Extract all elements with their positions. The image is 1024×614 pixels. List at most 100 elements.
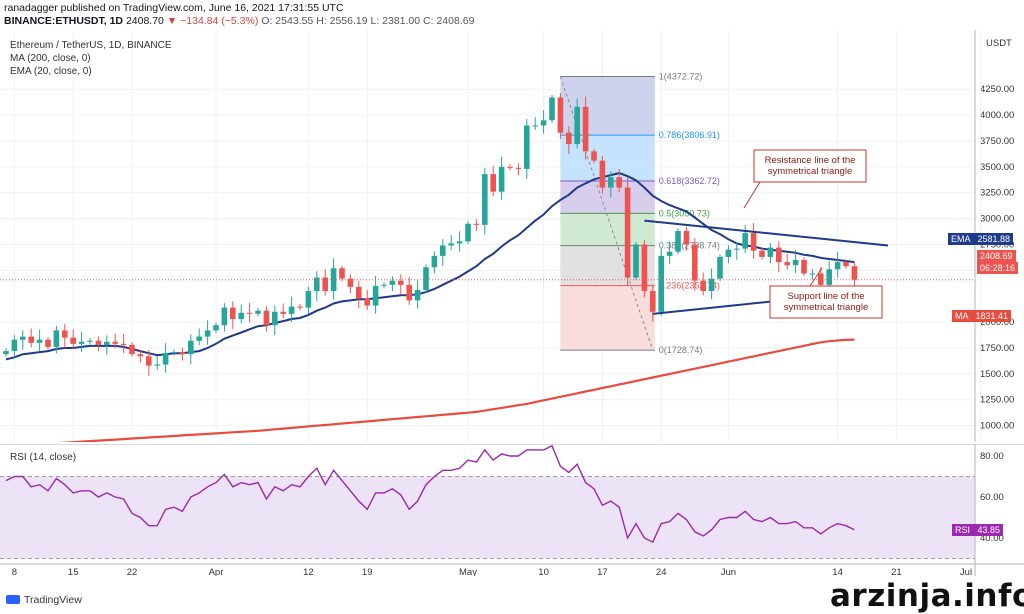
candle-body [3,351,9,355]
candle-body [280,311,286,314]
candle-body [440,245,446,256]
candle-body [750,233,757,251]
candle-body [616,177,622,188]
tradingview-logo[interactable]: TradingView [6,594,82,606]
tradingview-brand: TradingView [24,594,82,606]
candle-body [809,273,816,275]
ema-tag-value: 2581.88 [977,234,1011,244]
candle-body [532,125,538,127]
candle-body [633,244,639,278]
price-tick-label: 2000.00 [980,317,1014,328]
candle-body [557,97,564,133]
footer [0,588,1024,612]
rsi-band [0,476,975,559]
support-callout-pointer [809,267,823,287]
candle-body [767,247,774,257]
candle-body [792,260,799,266]
candle-body [650,291,656,312]
candle-body [456,241,463,244]
rsi-tag: RSI 43.85 [952,524,1004,536]
rsi-line [5,444,855,544]
candle-body [230,307,236,319]
publisher-line: ranadagger published on TradingView.com,… [4,2,344,14]
candle-body [608,177,614,188]
candle-body [20,336,26,340]
candle-body [414,290,421,301]
ma-legend[interactable]: MA (200, close, 0) [10,53,91,64]
candle-body [515,167,522,169]
price-chart[interactable]: 4250.00 4000.00 3750.00 3500.00 3250.00 3000.… [0,30,1024,442]
candle-body [524,125,530,169]
candle-body [851,266,858,280]
candle-body [263,310,270,326]
rsi-chart[interactable]: 80.00 60.00 40.00 8 15 22 Apr 12 19 May 10 17 24 Jun 1… [0,444,1024,576]
ema-legend[interactable]: EMA (20, close, 0) [10,66,92,77]
date-tick-label: Apr [209,567,224,576]
price-change: ▼ −134.84 (−5.3%) [166,15,259,27]
candle-body [129,344,135,355]
date-tick-label: 10 [538,567,549,576]
candle-body [717,256,723,279]
rsi-legend[interactable]: RSI (14, close) [10,452,77,463]
candle-body [45,339,51,347]
price-tick-label: 4000.00 [980,110,1014,121]
resistance-callout-text: symmetrical triangle [768,166,852,177]
candle-body [179,352,186,355]
fib-level-label: 1(4372.72) [659,72,703,82]
open-price: 2408.70 [125,15,164,27]
ma-tag-value: 1831.41 [975,311,1009,321]
candle-body [692,244,698,281]
fib-level-label: 0.382(2738.74) [659,241,720,251]
ema-tag-label: EMA [951,234,971,244]
candle-body [423,267,429,291]
candle-body [834,262,841,270]
candle-body [448,243,454,246]
candle-body [498,166,505,192]
date-tick-label: 22 [127,567,138,576]
candle-body [776,247,782,263]
symbol[interactable]: BINANCE:ETHUSDT, 1D [4,15,124,27]
fib-level-label: 0.236(2352.74) [659,281,720,291]
ma-tag-label: MA [955,311,969,321]
date-tick-label: 21 [891,567,902,576]
candle-body [818,273,824,285]
candle-body [87,340,93,342]
candle-body [288,306,295,314]
candle-body [473,223,480,225]
candle-body [801,260,807,274]
candle-body [582,106,589,152]
date-tick-label: 24 [656,567,667,576]
symbol-line: BINANCE:ETHUSDT, 1D 2408.70 ▼ −134.84 (−… [4,15,474,27]
rsi-tick-label: 80.00 [980,451,1004,462]
fib-level-label: 0.5(3050.73) [659,208,710,218]
candle-body [784,262,790,266]
plot-background [0,30,975,442]
candle-body [162,353,169,365]
candle-body [591,151,597,161]
date-tick-label: 19 [362,567,373,576]
resistance-callout-text: Resistance line of the [765,155,856,166]
candle-body [314,277,320,292]
candle-body [272,311,278,326]
price-tick-label: 3250.00 [980,188,1014,199]
date-tick-label: Jun [721,567,736,576]
candle-body [137,354,144,357]
candle-body [339,268,345,279]
candle-body [666,251,673,256]
candle-body [708,278,715,292]
support-callout-text: Support line of the [787,291,864,302]
candle-body [641,244,648,292]
fib-level-label: 0(1728.74) [659,345,703,355]
ema20-line [5,172,855,361]
price-tick-label: 3500.00 [980,162,1014,173]
date-tick-label: 17 [597,567,608,576]
rsi-tag-label: RSI [955,525,971,535]
rsi-tick-label: 60.00 [980,492,1004,503]
candle-body [826,269,832,285]
support-callout-text: symmetrical triangle [784,302,868,313]
fib-level-label: 0.618(3362.72) [659,176,720,186]
candle-body [599,160,606,188]
price-tick-label: 1250.00 [980,395,1014,406]
candle-body [255,310,261,314]
candle-body [171,352,177,354]
